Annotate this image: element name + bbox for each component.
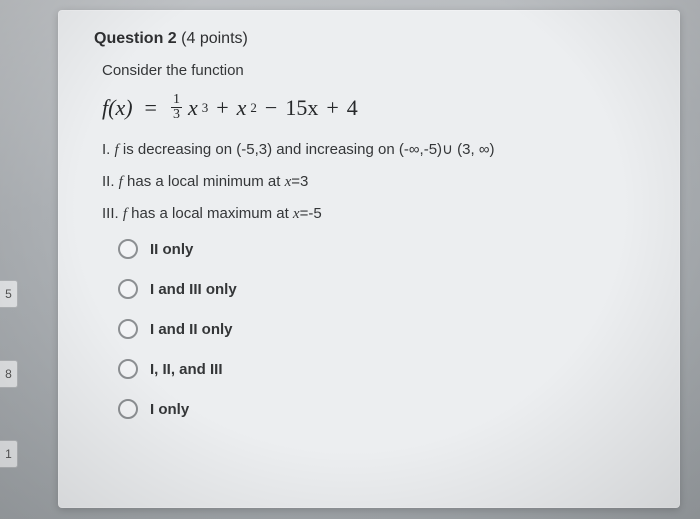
option-row[interactable]: I only: [118, 399, 644, 419]
term3: 15x: [285, 95, 318, 121]
s2-tail: =3: [291, 173, 308, 190]
term1-base: x: [188, 95, 198, 121]
formula-lhs: f(x): [102, 95, 133, 121]
option-label: I only: [150, 401, 189, 418]
s3-prefix: III.: [102, 205, 123, 222]
question-number: Question 2: [94, 30, 177, 47]
rail-tab[interactable]: 8: [0, 360, 18, 388]
term2-exp: 2: [250, 100, 257, 116]
question-header: Question 2 (4 points): [94, 30, 644, 48]
s2-prefix: II.: [102, 173, 119, 190]
s3-mid: has a local maximum at: [127, 205, 293, 222]
option-label: II only: [150, 241, 193, 258]
minus: −: [265, 95, 277, 121]
rail-tab[interactable]: 5: [0, 280, 18, 308]
rail-tab-label: 1: [5, 447, 12, 461]
option-row[interactable]: I, II, and III: [118, 359, 644, 379]
radio-icon[interactable]: [118, 399, 138, 419]
question-formula: f(x) = 1 3 x3 + x2 − 15x + 4: [102, 93, 644, 122]
statements: I. f is decreasing on (-5,3) and increas…: [102, 140, 644, 223]
question-prompt: Consider the function: [102, 62, 644, 79]
option-label: I and II only: [150, 321, 233, 338]
left-rail: 5 8 1: [0, 0, 30, 519]
statement-1: I. f is decreasing on (-5,3) and increas…: [102, 140, 644, 159]
term1-exp: 3: [202, 100, 209, 116]
option-label: I, II, and III: [150, 361, 223, 378]
option-row[interactable]: I and III only: [118, 279, 644, 299]
question-points: (4 points): [181, 30, 248, 47]
option-label: I and III only: [150, 281, 237, 298]
s3-tail: =-5: [300, 205, 322, 222]
s3-x: x: [293, 206, 300, 222]
statement-2: II. f has a local minimum at x=3: [102, 173, 644, 191]
plus1: +: [216, 95, 228, 121]
question-card: Question 2 (4 points) Consider the funct…: [58, 10, 680, 508]
formula-eq: =: [145, 95, 157, 121]
rail-tab-label: 5: [5, 287, 12, 301]
radio-icon[interactable]: [118, 279, 138, 299]
s2-mid: has a local minimum at: [123, 173, 285, 190]
s1-rest: is decreasing on (-5,3) and increasing o…: [119, 141, 495, 158]
plus2: +: [326, 95, 338, 121]
option-row[interactable]: II only: [118, 239, 644, 259]
s1-prefix: I.: [102, 141, 115, 158]
formula-fraction: 1 3: [171, 93, 182, 122]
radio-icon[interactable]: [118, 239, 138, 259]
fraction-den: 3: [171, 108, 182, 122]
term4: 4: [347, 95, 358, 121]
option-row[interactable]: I and II only: [118, 319, 644, 339]
radio-icon[interactable]: [118, 319, 138, 339]
statement-3: III. f has a local maximum at x=-5: [102, 205, 644, 223]
radio-icon[interactable]: [118, 359, 138, 379]
rail-tab-label: 8: [5, 367, 12, 381]
fraction-num: 1: [171, 93, 182, 108]
options-group: II only I and III only I and II only I, …: [118, 239, 644, 419]
rail-tab[interactable]: 1: [0, 440, 18, 468]
term2-base: x: [237, 95, 247, 121]
